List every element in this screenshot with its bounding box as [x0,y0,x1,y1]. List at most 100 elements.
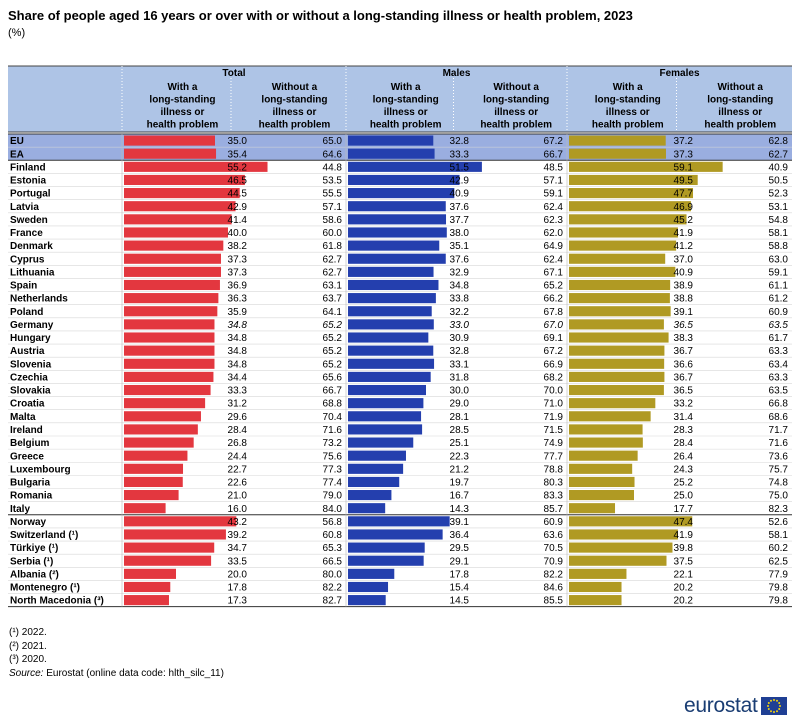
females-without-value: 54.8 [769,215,789,226]
males-without-value: 70.5 [544,543,564,554]
total-bar [124,411,201,422]
females-bar [569,450,638,461]
total-with-value: 17.8 [228,583,248,594]
source-text: Eurostat (online data code: hlth_silc_11… [46,667,224,679]
females-with-value: 37.0 [674,254,694,265]
row-label: Luxembourg [10,464,71,475]
males-bar [348,227,447,238]
column-subheader: illness or [384,107,428,118]
column-subheader: long-standing [483,95,549,106]
males-without-value: 69.1 [544,333,564,344]
total-without-value: 62.7 [323,267,343,278]
females-with-value: 41.9 [674,228,694,239]
males-with-value: 14.5 [450,596,470,607]
total-bar [124,227,228,238]
males-bar [348,542,425,553]
males-without-value: 62.3 [544,215,564,226]
males-without-value: 85.5 [544,596,564,607]
females-without-value: 63.3 [769,346,789,357]
chart-unit: (%) [8,27,26,39]
column-subheader: illness or [161,107,205,118]
total-bar [124,516,237,527]
row-label: Ireland [10,425,43,436]
females-with-value: 40.9 [674,267,694,278]
males-without-value: 67.2 [544,136,564,147]
row-label: Belgium [10,438,50,449]
eu-flag-icon [761,697,788,715]
males-without-value: 60.9 [544,517,564,528]
total-with-value: 55.2 [228,162,248,173]
males-without-value: 74.9 [544,438,564,449]
total-bar [124,463,184,474]
females-with-value: 36.7 [674,346,694,357]
males-with-value: 32.8 [450,136,470,147]
females-with-value: 25.0 [674,491,694,502]
females-with-value: 46.9 [674,202,694,213]
total-bar [124,371,214,382]
males-without-value: 57.1 [544,176,564,187]
males-bar [348,319,434,330]
females-bar [569,174,698,186]
males-bar [348,516,450,527]
females-bar [569,476,635,488]
males-without-value: 71.5 [544,425,564,436]
males-with-value: 51.5 [450,162,470,173]
total-with-value: 29.6 [228,412,248,423]
males-bar [348,201,446,212]
females-bar [569,490,634,501]
females-bar [569,516,693,527]
row-label: Serbia (¹) [10,556,53,567]
total-bar [124,174,245,186]
females-with-value: 37.2 [674,136,694,147]
males-with-value: 31.8 [450,372,470,383]
total-without-value: 70.4 [323,412,343,423]
column-subheader: long-standing [373,95,439,106]
total-bar [124,384,211,396]
males-with-value: 37.6 [450,202,470,213]
females-without-value: 75.7 [769,464,789,475]
females-bar [569,148,666,159]
females-bar [569,188,694,199]
total-bar [124,529,226,540]
females-without-value: 53.1 [769,202,789,213]
row-label: Portugal [10,189,51,200]
column-subheader: Without a [718,82,764,93]
total-without-value: 65.2 [323,346,343,357]
males-with-value: 33.8 [450,294,470,305]
total-bar [124,595,169,606]
header-background [8,66,792,132]
males-with-value: 33.3 [450,149,470,160]
females-bar [569,345,665,356]
row-label: Finland [10,162,46,173]
row-label: North Macedonia (³) [10,596,104,607]
males-with-value: 32.9 [450,267,470,278]
total-without-value: 82.7 [323,596,343,607]
females-without-value: 63.0 [769,254,789,265]
row-label: Estonia [10,176,47,187]
total-bar [124,345,215,356]
total-with-value: 21.0 [228,491,248,502]
females-without-value: 63.3 [769,372,789,383]
males-with-value: 21.2 [450,464,470,475]
females-with-value: 28.3 [674,425,694,436]
females-bar [569,424,643,435]
total-bar [124,490,179,501]
females-without-value: 77.9 [769,569,789,580]
total-without-value: 62.7 [323,254,343,265]
males-without-value: 66.9 [544,359,564,370]
males-bar [348,174,460,186]
column-subheader: health problem [370,120,442,131]
males-without-value: 62.0 [544,228,564,239]
row-label: France [10,228,43,239]
males-with-value: 42.9 [450,176,470,187]
males-without-value: 67.8 [544,307,564,318]
females-with-value: 26.4 [674,451,694,462]
total-with-value: 46.5 [228,176,248,187]
total-with-value: 33.3 [228,386,248,397]
total-without-value: 53.5 [323,176,343,187]
total-bar [124,450,188,461]
total-bar [124,293,219,304]
males-bar [348,437,414,448]
males-with-value: 37.7 [450,215,470,226]
females-with-value: 47.7 [674,189,694,200]
